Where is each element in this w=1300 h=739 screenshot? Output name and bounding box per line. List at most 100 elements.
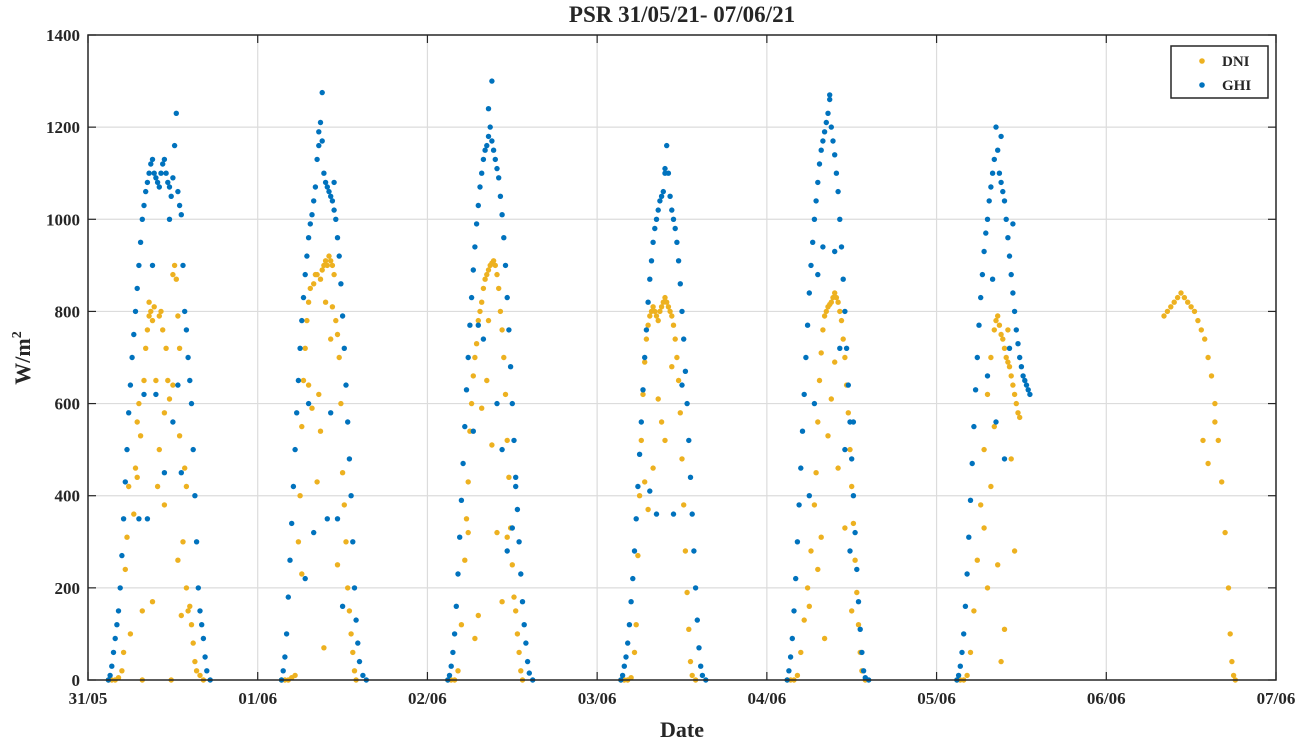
point-dni — [314, 479, 320, 485]
point-ghi — [1020, 373, 1026, 379]
point-ghi — [336, 253, 342, 259]
point-ghi — [289, 520, 295, 527]
point-ghi — [302, 575, 308, 582]
point-ghi — [988, 184, 994, 190]
point-ghi — [317, 119, 324, 126]
point-dni — [964, 672, 970, 679]
point-ghi — [662, 165, 668, 172]
point-dni — [333, 317, 339, 324]
point-ghi — [636, 451, 643, 457]
point-ghi — [148, 161, 154, 167]
point-ghi — [979, 271, 986, 278]
point-ghi — [801, 391, 807, 398]
point-ghi — [653, 511, 660, 517]
point-dni — [141, 377, 147, 384]
point-dni — [122, 566, 128, 573]
point-ghi — [799, 428, 806, 434]
point-ghi — [837, 216, 843, 222]
point-dni — [305, 299, 312, 305]
y-axis-title: W/m2 — [10, 331, 35, 384]
point-ghi — [1025, 387, 1031, 393]
point-ghi — [166, 184, 173, 190]
point-ghi — [796, 502, 802, 508]
point-dni — [351, 668, 358, 674]
point-dni — [329, 262, 336, 269]
point-ghi — [494, 165, 500, 172]
point-ghi — [472, 244, 478, 250]
point-ghi — [630, 575, 636, 582]
point-dni — [463, 516, 470, 522]
point-ghi — [1003, 216, 1009, 222]
point-ghi — [283, 631, 290, 637]
point-dni — [484, 377, 490, 384]
point-ghi — [642, 354, 648, 361]
point-dni — [835, 465, 841, 471]
point-dni — [292, 672, 298, 679]
point-ghi — [351, 585, 358, 591]
point-dni — [514, 631, 521, 637]
point-ghi — [199, 622, 205, 628]
point-ghi — [966, 534, 972, 540]
point-dni — [331, 271, 337, 278]
point-dni — [825, 433, 831, 439]
point-ghi — [158, 170, 164, 176]
point-dni — [120, 649, 127, 656]
point-ghi — [328, 193, 334, 199]
point-ghi — [499, 212, 505, 218]
point-dni — [137, 433, 144, 439]
axis-ticks: 31/05 01/06 02/06 03/06 04/06 05/06 06/06 07/06… — [46, 26, 1295, 708]
point-ghi — [810, 239, 816, 245]
point-ghi — [305, 400, 312, 407]
x-tick-label: 02/06 — [408, 689, 447, 708]
y-tick-label: 1200 — [46, 118, 80, 137]
point-ghi — [789, 635, 795, 642]
point-dni — [1006, 364, 1013, 370]
point-ghi — [312, 184, 319, 190]
point-ghi — [197, 608, 203, 614]
point-dni — [1008, 456, 1014, 462]
point-ghi — [825, 110, 831, 117]
point-ghi — [153, 391, 159, 398]
point-dni — [820, 327, 826, 333]
y-tick-label: 400 — [55, 487, 81, 506]
point-ghi — [964, 571, 970, 577]
point-dni — [509, 562, 515, 568]
point-dni — [490, 258, 497, 264]
point-dni — [674, 354, 680, 361]
point-ghi — [513, 483, 519, 490]
point-dni — [175, 313, 181, 319]
point-dni — [835, 299, 841, 305]
point-dni — [832, 359, 838, 365]
point-ghi — [820, 244, 826, 250]
point-dni — [1178, 290, 1184, 296]
point-dni — [642, 479, 648, 485]
point-dni — [146, 299, 152, 305]
point-dni — [684, 589, 690, 596]
point-dni — [126, 483, 132, 490]
series-ghi — [105, 78, 1033, 683]
point-dni — [842, 525, 848, 531]
point-ghi — [114, 622, 120, 628]
y-tick-label: 1000 — [46, 210, 80, 229]
point-ghi — [823, 119, 829, 126]
point-ghi — [497, 193, 504, 199]
point-dni — [465, 529, 471, 536]
point-ghi — [507, 364, 514, 370]
point-ghi — [971, 423, 977, 430]
point-ghi — [451, 631, 458, 637]
point-dni — [650, 465, 656, 471]
point-ghi — [669, 207, 675, 213]
point-dni — [832, 290, 838, 296]
point-dni — [1001, 626, 1008, 632]
point-dni — [317, 276, 324, 282]
point-dni — [346, 608, 353, 614]
point-dni — [182, 465, 188, 471]
point-ghi — [455, 571, 461, 577]
point-ghi — [302, 271, 308, 278]
point-ghi — [131, 331, 137, 338]
point-ghi — [989, 170, 996, 176]
point-ghi — [141, 202, 147, 209]
point-ghi — [698, 663, 704, 669]
point-ghi — [126, 410, 132, 416]
point-ghi — [1017, 354, 1023, 361]
